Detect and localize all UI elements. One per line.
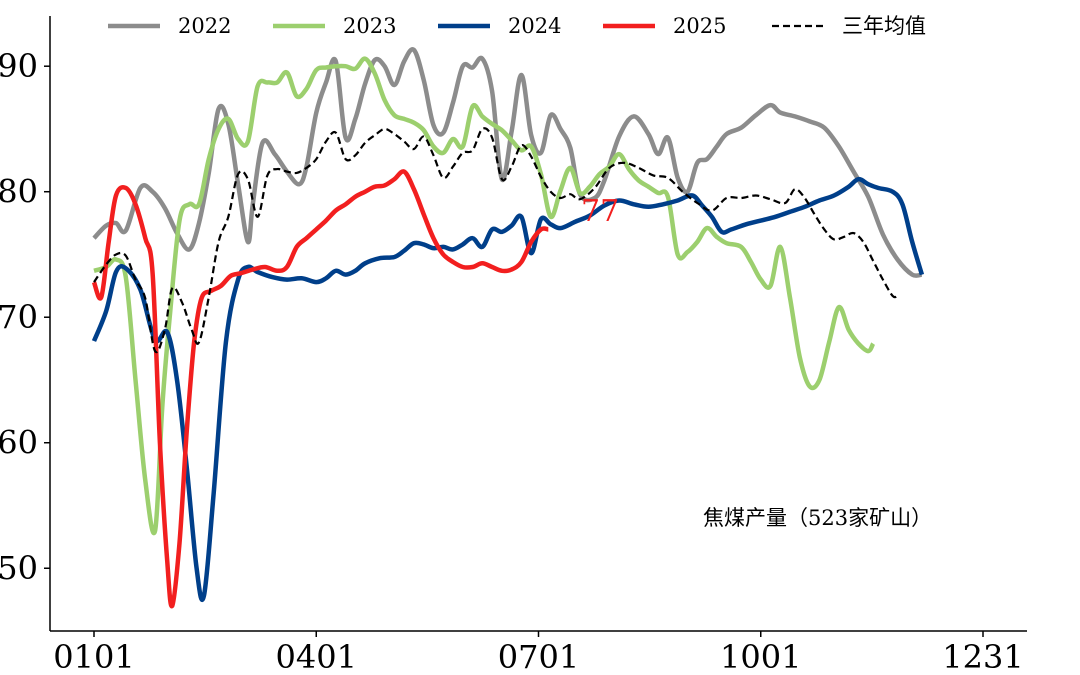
series-layer — [91, 47, 925, 609]
series-line-2023 — [93, 56, 876, 536]
series-line-三年均值 — [93, 127, 898, 354]
x-tick-label: 0101 — [53, 638, 134, 675]
legend-label: 2022 — [178, 14, 231, 38]
y-tick-label: 80 — [0, 173, 38, 211]
x-ticks: 0101 0401 0701 1001 1231 — [53, 631, 1024, 675]
x-tick-label: 0701 — [498, 638, 579, 675]
y-ticks: 50 60 70 80 90 — [0, 47, 50, 587]
y-tick-label: 90 — [0, 47, 38, 85]
x-tick-label: 1001 — [720, 638, 801, 675]
legend: 2022 2023 2024 2025 三年均值 — [108, 14, 926, 38]
last-value-label: 77 — [581, 194, 619, 229]
y-tick-label: 70 — [0, 298, 38, 336]
series-line-2025 — [91, 169, 549, 609]
legend-label: 三年均值 — [842, 14, 926, 38]
series-line-2024 — [91, 176, 925, 603]
y-tick-label: 50 — [0, 549, 38, 587]
chart-annotation: 焦煤产量（523家矿山） — [703, 506, 932, 530]
legend-label: 2025 — [673, 14, 726, 38]
legend-label: 2024 — [508, 14, 561, 38]
x-tick-label: 1231 — [942, 638, 1023, 675]
series-line-2022 — [92, 47, 923, 278]
y-tick-label: 60 — [0, 424, 38, 462]
x-tick-label: 0401 — [276, 638, 357, 675]
legend-label: 2023 — [343, 14, 396, 38]
